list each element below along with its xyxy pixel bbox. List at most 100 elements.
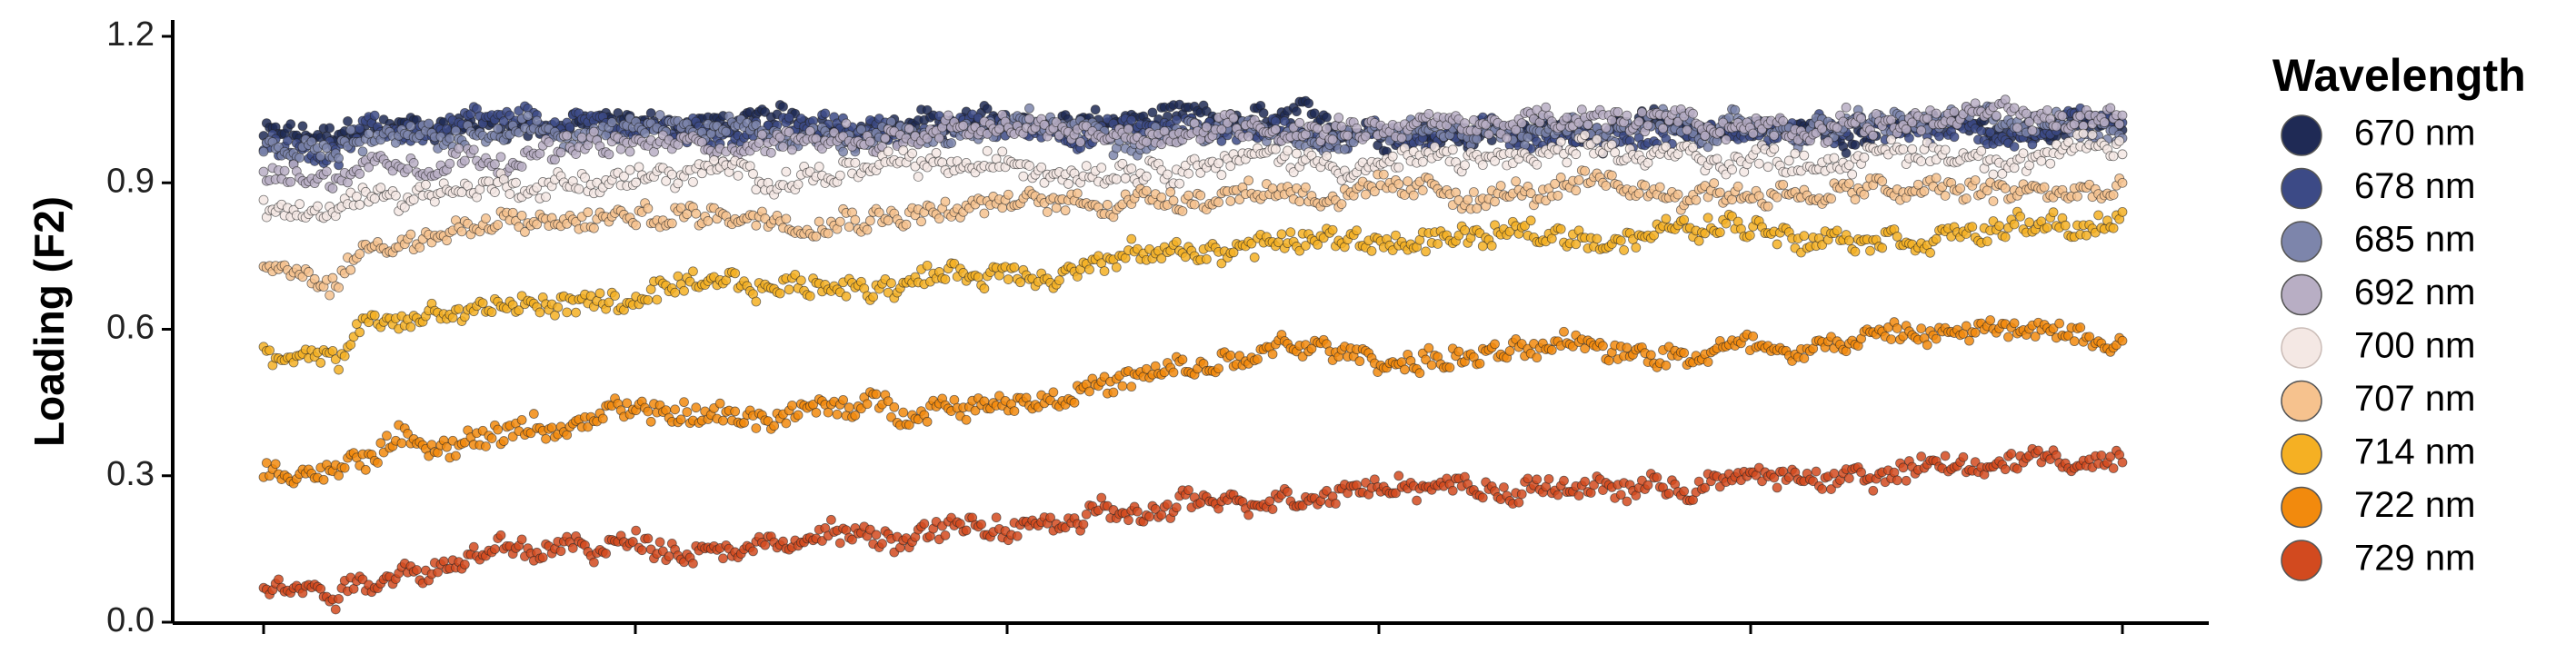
data-point [1111,173,1122,184]
data-point [1393,179,1404,190]
data-point [1516,118,1527,129]
data-point [1702,142,1713,153]
data-point [1069,397,1080,408]
data-point [345,264,356,275]
data-point [2018,148,2029,159]
data-point [1843,235,1854,246]
data-point [1072,188,1083,199]
data-point [2075,322,2086,332]
data-point [2087,130,2098,140]
data-point [757,129,767,140]
data-point [1553,191,1563,201]
data-point [550,310,560,321]
data-point [1826,193,1836,204]
data-point [2069,336,2080,347]
data-point [1931,108,1942,119]
data-point [279,165,290,176]
data-point [354,199,365,210]
data-point [904,124,914,134]
data-point [634,162,644,173]
data-point [820,108,831,119]
data-points [258,94,2128,615]
data-point [856,124,866,134]
data-point [424,118,434,129]
data-point [562,307,573,318]
data-point [871,389,882,400]
data-point [610,291,620,302]
data-point [327,345,338,356]
data-point [1120,173,1131,183]
data-point [982,145,993,156]
data-point [823,228,834,239]
data-point [334,593,344,604]
data-point [504,189,515,199]
data-point [652,294,663,305]
data-point [1877,176,1888,186]
data-point [1303,98,1314,109]
data-point [1633,188,1644,199]
data-point [1762,201,1773,212]
data-point [495,152,506,163]
data-point [1562,157,1573,168]
data-point [2003,332,2013,342]
data-point [2117,110,2128,121]
data-point [405,229,416,240]
data-point [523,111,534,121]
data-point [324,123,335,134]
data-point [1931,333,1942,344]
data-point [339,351,350,362]
data-point [2108,151,2119,162]
data-point [1916,125,1927,136]
data-point [916,216,926,227]
data-point [1606,170,1617,181]
data-point [2108,190,2119,200]
data-point [1243,175,1254,186]
data-point [1886,134,1897,145]
data-point [721,126,732,137]
data-point [834,216,845,227]
data-point [1642,120,1653,131]
data-point [1300,182,1311,193]
data-point [1165,186,1176,197]
data-point [589,223,599,233]
data-point [1253,354,1263,364]
data-point [1714,187,1725,198]
data-point [2072,191,2082,202]
data-point [516,162,527,172]
data-point [1322,151,1332,162]
data-point [778,102,788,112]
data-point [564,122,575,133]
data-point [1333,113,1344,123]
data-point [1183,190,1193,201]
data-point [1361,131,1371,142]
data-point [1502,133,1513,144]
data-point [1195,190,1206,201]
data-point [1433,239,1443,249]
data-point [1343,130,1353,141]
data-point [670,404,681,415]
data-point [1762,162,1773,173]
data-point [1658,123,1668,134]
data-point [1003,274,1013,284]
data-point [1060,205,1071,216]
data-point [408,194,419,205]
data-point [1126,382,1137,392]
data-point [931,147,942,158]
data-point [1463,194,1473,205]
data-point [886,278,896,289]
data-point [454,143,464,154]
data-point [751,220,762,231]
data-point [1682,124,1692,135]
data-point [1267,349,1278,360]
data-point [1847,169,1858,180]
data-point [1483,129,1494,140]
data-point [1486,241,1497,251]
data-point [2117,206,2128,217]
data-point [1084,264,1094,275]
data-point [1171,236,1182,247]
data-point [481,441,491,451]
data-point [751,296,762,307]
data-point [1730,104,1741,115]
data-point [321,166,332,177]
data-point [1126,164,1137,173]
